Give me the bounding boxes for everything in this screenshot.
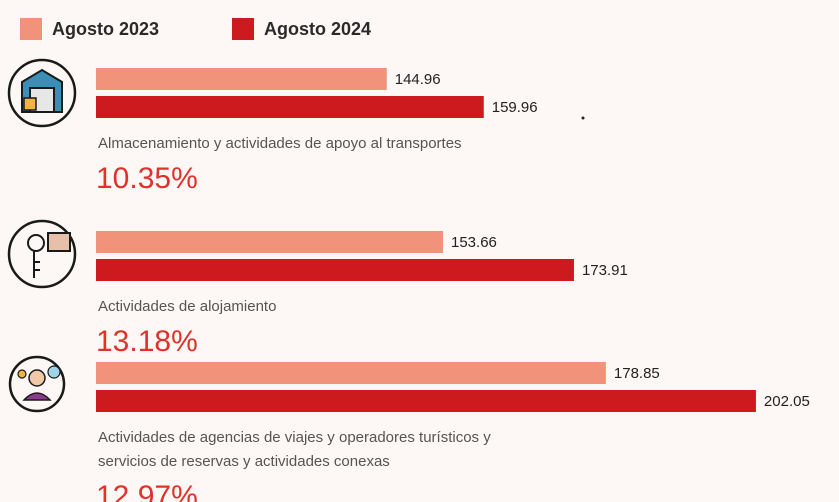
icon-key-ring <box>27 234 45 252</box>
icon-body <box>22 392 52 401</box>
value-label: 202.05 <box>764 393 810 410</box>
legend-label: Agosto 2024 <box>264 19 371 39</box>
bar <box>96 96 484 118</box>
icon-pin <box>17 369 27 379</box>
bar <box>96 68 387 90</box>
icon-face <box>28 369 46 387</box>
icon-tag <box>47 232 71 252</box>
legend-swatch <box>232 18 254 40</box>
bar <box>96 390 756 412</box>
category-label: Actividades de agencias de viajes y oper… <box>98 429 491 446</box>
icon-globe <box>47 365 61 379</box>
bar <box>96 362 606 384</box>
percent-change: 10.35% <box>96 162 198 195</box>
icon-warehouse <box>7 58 77 128</box>
value-label: 159.96 <box>492 99 538 116</box>
dot <box>581 116 585 120</box>
percent-change: 12.97% <box>96 480 198 502</box>
percent-change: 13.18% <box>96 325 198 358</box>
value-label: 178.85 <box>614 365 660 382</box>
legend-label: Agosto 2023 <box>52 19 159 39</box>
bar <box>96 231 444 253</box>
icon-agent <box>8 355 66 413</box>
category-label: Almacenamiento y actividades de apoyo al… <box>98 135 462 152</box>
icon-key <box>33 251 40 278</box>
icons <box>7 58 77 413</box>
icon-box <box>23 97 37 111</box>
value-label: 173.91 <box>582 262 628 279</box>
value-label: 144.96 <box>395 71 441 88</box>
category-label: servicios de reservas y actividades cone… <box>98 453 390 470</box>
legend-swatch <box>20 18 42 40</box>
value-label: 153.66 <box>451 234 497 251</box>
category-label: Actividades de alojamiento <box>98 298 276 315</box>
icon-keys <box>7 219 77 289</box>
bar <box>96 259 574 281</box>
